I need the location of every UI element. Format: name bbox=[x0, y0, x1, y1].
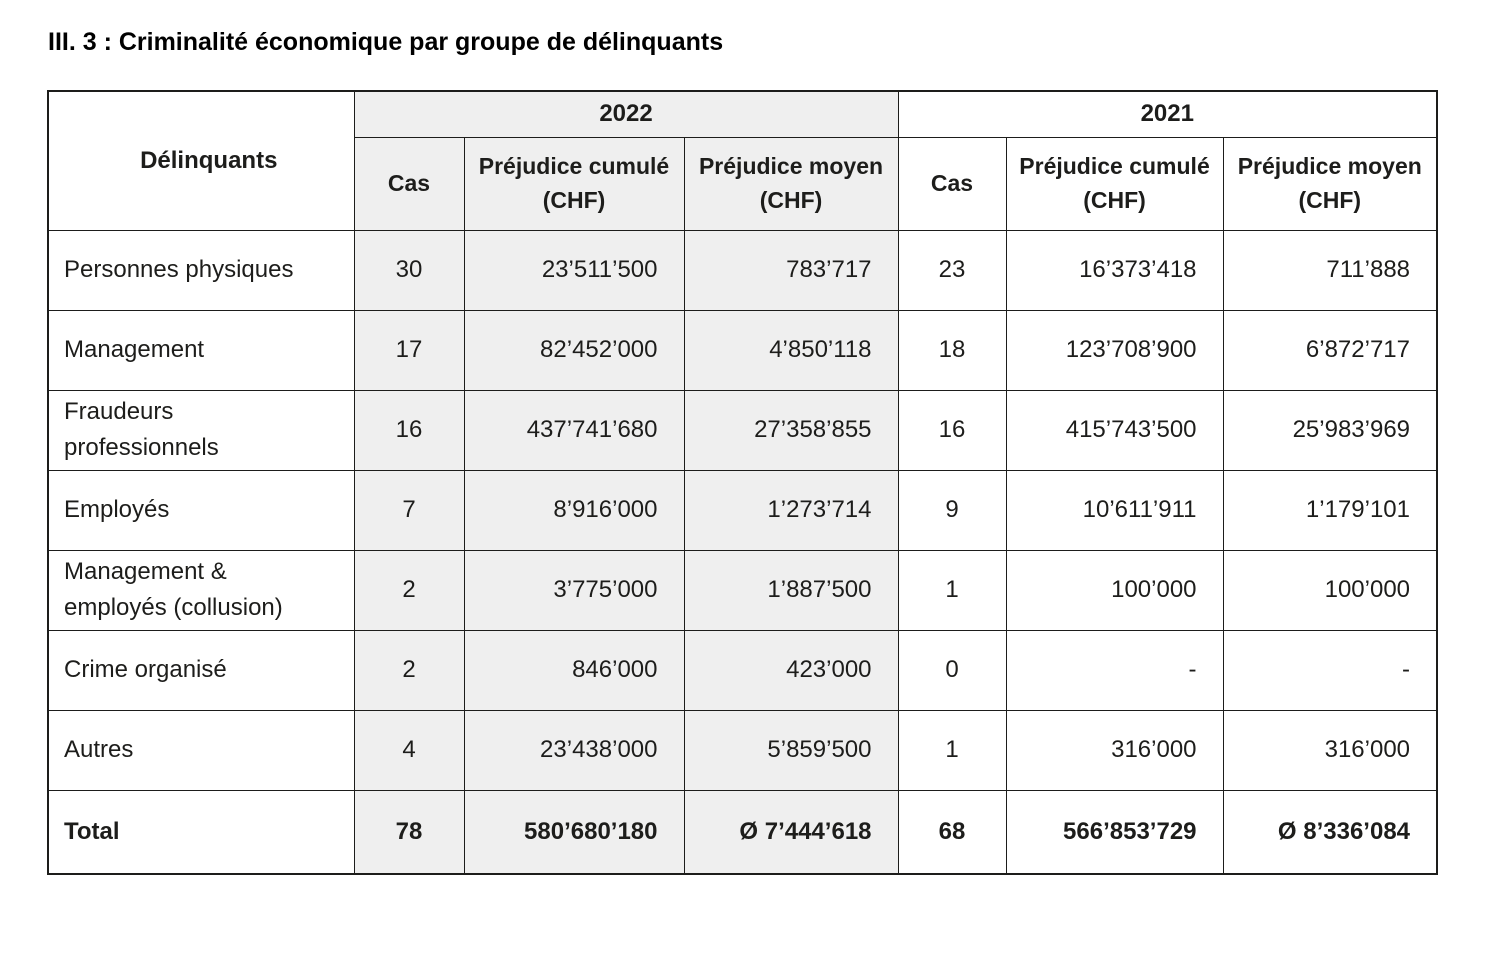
prejudice-moyen-2022-cell: 1’273’714 bbox=[683, 469, 899, 551]
table-row-management: Management 17 82’452’000 4’850’118 18 12… bbox=[47, 309, 1438, 391]
row-label: Employés bbox=[47, 469, 355, 551]
cas-2022-cell: 2 bbox=[353, 549, 465, 631]
prejudice-moyen-2021-cell: 6’872’717 bbox=[1222, 309, 1438, 391]
total-prejudice-moyen-2022-cell: Ø 7’444’618 bbox=[683, 789, 899, 875]
prejudice-cumule-2021-cell: 16’373’418 bbox=[1005, 229, 1224, 311]
total-prejudice-cumule-2021-cell: 566’853’729 bbox=[1005, 789, 1224, 875]
prejudice-cumule-2022-cell: 437’741’680 bbox=[463, 389, 685, 471]
prejudice-cumule-2022-cell: 23’438’000 bbox=[463, 709, 685, 791]
table-row-employes: Employés 7 8’916’000 1’273’714 9 10’611’… bbox=[47, 469, 1438, 551]
cas-2022-cell: 2 bbox=[353, 629, 465, 711]
total-row-label: Total bbox=[47, 789, 355, 875]
row-label: Personnes physiques bbox=[47, 229, 355, 311]
prejudice-moyen-2022-cell: 1’887’500 bbox=[683, 549, 899, 631]
prejudice-moyen-2021-cell: 100’000 bbox=[1222, 549, 1438, 631]
row-label: Autres bbox=[47, 709, 355, 791]
page-title: III. 3 : Criminalité économique par grou… bbox=[48, 28, 724, 56]
corner-header-delinquants: Délinquants bbox=[47, 90, 355, 231]
header-prejudice-cumule-2021: Préjudice cumulé (CHF) bbox=[1005, 136, 1224, 231]
total-cas-2022-cell: 78 bbox=[353, 789, 465, 875]
cas-2022-cell: 30 bbox=[353, 229, 465, 311]
prejudice-moyen-2022-cell: 27’358’855 bbox=[683, 389, 899, 471]
prejudice-cumule-2022-cell: 82’452’000 bbox=[463, 309, 685, 391]
header-cas-2021: Cas bbox=[897, 136, 1007, 231]
cas-2021-cell: 18 bbox=[897, 309, 1007, 391]
header-prejudice-moyen-2022: Préjudice moyen (CHF) bbox=[683, 136, 899, 231]
year-header-row: Délinquants 2022 2021 bbox=[47, 90, 1438, 231]
prejudice-moyen-2022-cell: 4’850’118 bbox=[683, 309, 899, 391]
table-row-fraudeurs-professionnels: Fraudeurs professionnels 16 437’741’680 … bbox=[47, 389, 1438, 471]
header-prejudice-moyen-2021: Préjudice moyen (CHF) bbox=[1222, 136, 1438, 231]
prejudice-moyen-2021-cell: 25’983’969 bbox=[1222, 389, 1438, 471]
cas-2022-cell: 17 bbox=[353, 309, 465, 391]
prejudice-moyen-2022-cell: 783’717 bbox=[683, 229, 899, 311]
table-row-total: Total 78 580’680’180 Ø 7’444’618 68 566’… bbox=[47, 789, 1438, 875]
year-header-2021: 2021 bbox=[897, 90, 1438, 138]
row-label: Management bbox=[47, 309, 355, 391]
prejudice-cumule-2021-cell: 123’708’900 bbox=[1005, 309, 1224, 391]
year-header-2022: 2022 bbox=[353, 90, 899, 138]
row-label: Fraudeurs professionnels bbox=[47, 389, 355, 471]
prejudice-moyen-2021-cell: 711’888 bbox=[1222, 229, 1438, 311]
cas-2022-cell: 7 bbox=[353, 469, 465, 551]
row-label: Management & employés (collusion) bbox=[47, 549, 355, 631]
header-prejudice-cumule-2022: Préjudice cumulé (CHF) bbox=[463, 136, 685, 231]
prejudice-cumule-2021-cell: - bbox=[1005, 629, 1224, 711]
cas-2021-cell: 16 bbox=[897, 389, 1007, 471]
prejudice-moyen-2021-cell: 316’000 bbox=[1222, 709, 1438, 791]
table-row-crime-organise: Crime organisé 2 846’000 423’000 0 - - bbox=[47, 629, 1438, 711]
total-prejudice-moyen-2021-cell: Ø 8’336’084 bbox=[1222, 789, 1438, 875]
economic-crime-table: Délinquants 2022 2021 Cas Préjudice cumu… bbox=[47, 90, 1439, 875]
cas-2021-cell: 0 bbox=[897, 629, 1007, 711]
prejudice-cumule-2021-cell: 415’743’500 bbox=[1005, 389, 1224, 471]
cas-2022-cell: 4 bbox=[353, 709, 465, 791]
prejudice-cumule-2022-cell: 8’916’000 bbox=[463, 469, 685, 551]
cas-2021-cell: 23 bbox=[897, 229, 1007, 311]
header-cas-2022: Cas bbox=[353, 136, 465, 231]
row-label: Crime organisé bbox=[47, 629, 355, 711]
cas-2022-cell: 16 bbox=[353, 389, 465, 471]
cas-2021-cell: 1 bbox=[897, 549, 1007, 631]
cas-2021-cell: 1 bbox=[897, 709, 1007, 791]
prejudice-moyen-2022-cell: 5’859’500 bbox=[683, 709, 899, 791]
total-cas-2021-cell: 68 bbox=[897, 789, 1007, 875]
prejudice-cumule-2022-cell: 3’775’000 bbox=[463, 549, 685, 631]
prejudice-moyen-2021-cell: 1’179’101 bbox=[1222, 469, 1438, 551]
total-prejudice-cumule-2022-cell: 580’680’180 bbox=[463, 789, 685, 875]
column-header-row: Cas Préjudice cumulé (CHF) Préjudice moy… bbox=[48, 136, 1438, 231]
prejudice-cumule-2021-cell: 316’000 bbox=[1005, 709, 1224, 791]
prejudice-cumule-2022-cell: 846’000 bbox=[463, 629, 685, 711]
prejudice-moyen-2022-cell: 423’000 bbox=[683, 629, 899, 711]
prejudice-cumule-2022-cell: 23’511’500 bbox=[463, 229, 685, 311]
table-row-personnes-physiques: Personnes physiques 30 23’511’500 783’71… bbox=[47, 229, 1438, 311]
table-row-management-employes-collusion: Management & employés (collusion) 2 3’77… bbox=[47, 549, 1438, 631]
prejudice-moyen-2021-cell: - bbox=[1222, 629, 1438, 711]
cas-2021-cell: 9 bbox=[897, 469, 1007, 551]
prejudice-cumule-2021-cell: 10’611’911 bbox=[1005, 469, 1224, 551]
table-row-autres: Autres 4 23’438’000 5’859’500 1 316’000 … bbox=[47, 709, 1438, 791]
prejudice-cumule-2021-cell: 100’000 bbox=[1005, 549, 1224, 631]
